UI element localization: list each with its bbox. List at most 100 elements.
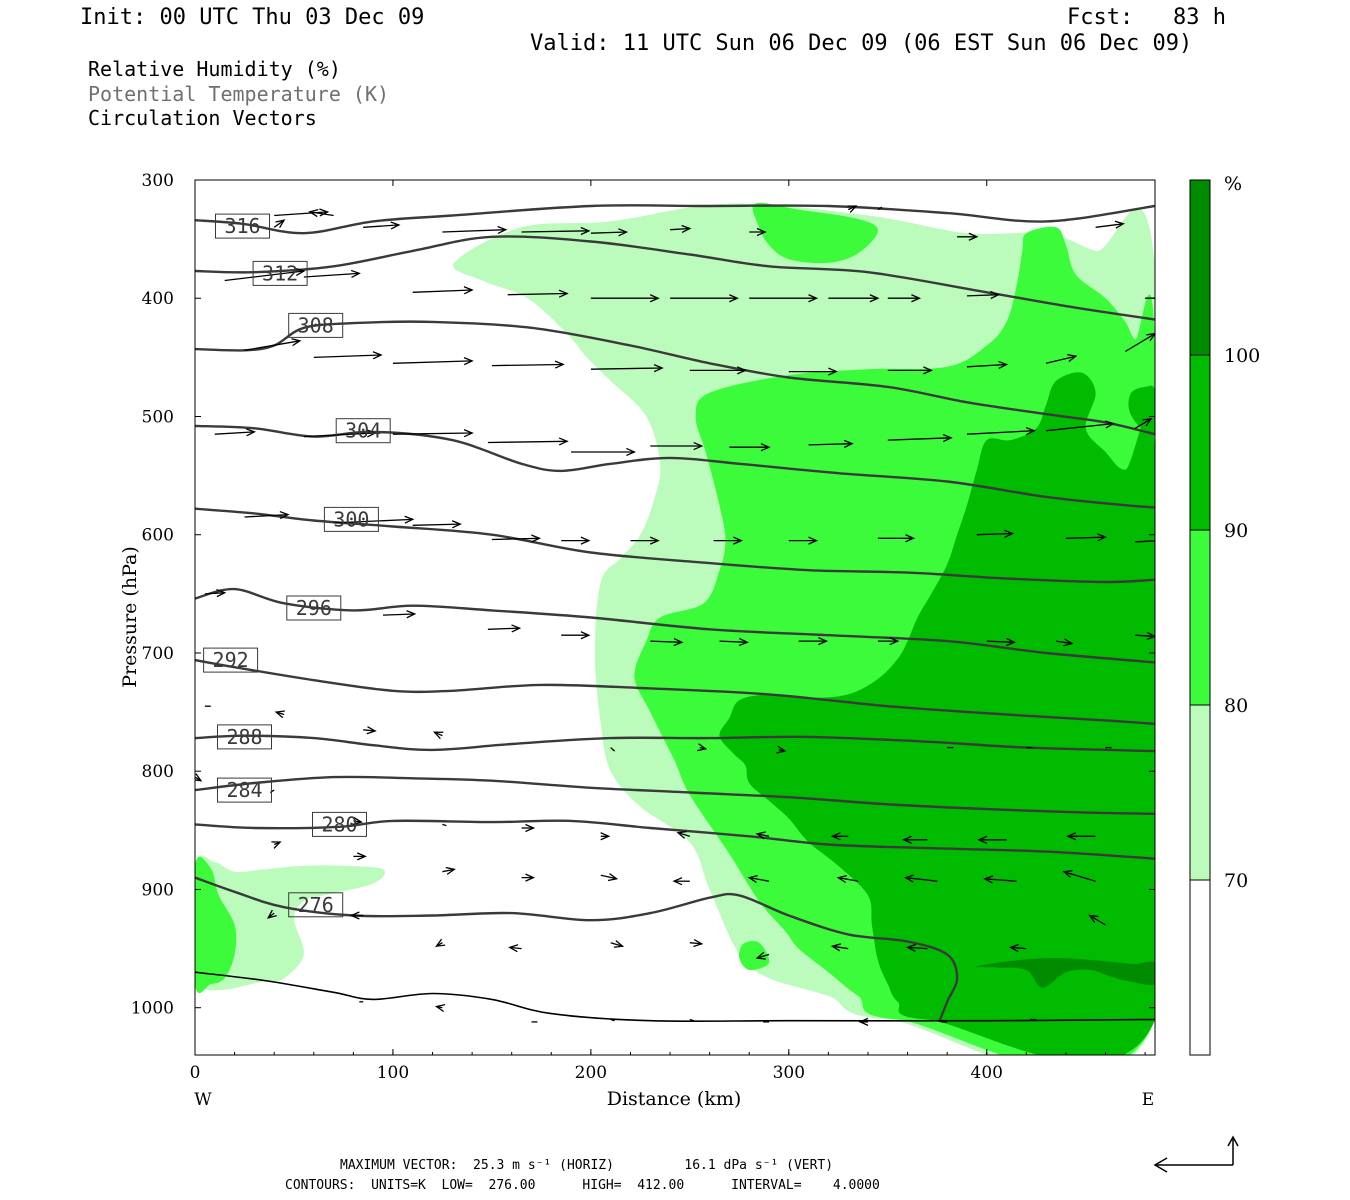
vector-head (653, 364, 664, 373)
vector-head (681, 224, 692, 234)
vector-head (990, 290, 1001, 300)
circulation-vector (887, 294, 922, 303)
circulation-vector (887, 433, 953, 443)
circulation-vectors (195, 205, 1155, 1026)
circulation-vector (670, 294, 739, 303)
vector-shaft (274, 211, 328, 217)
circulation-vector (650, 441, 704, 451)
vector-shaft (214, 431, 255, 435)
vector-shaft (600, 874, 617, 880)
theta-label-box (323, 506, 379, 532)
circulation-vector (303, 269, 361, 278)
vector-head (618, 228, 629, 237)
vector-head (1067, 353, 1078, 362)
y-tick-label: 900 (142, 880, 174, 900)
theta-label-box (215, 213, 270, 239)
vector-shaft (808, 443, 853, 446)
vector-head (434, 1004, 446, 1013)
vector-head (905, 534, 916, 543)
circulation-vector (798, 637, 829, 646)
ground-surface (195, 971, 1155, 1023)
circulation-vector (630, 536, 660, 545)
vector-shaft (442, 868, 455, 873)
circulation-vector (274, 710, 285, 719)
rh-region-80 (752, 202, 878, 264)
vector-head (511, 624, 522, 633)
vector-head (1006, 637, 1017, 647)
vector-head (1088, 914, 1099, 923)
circulation-vector (352, 816, 363, 825)
vector-shaft (487, 440, 568, 444)
circulation-vector (412, 520, 462, 529)
circulation-vector (442, 866, 456, 875)
vector-head (607, 873, 619, 882)
circulation-vector (808, 439, 854, 448)
vector-shaft (905, 876, 938, 882)
vector-head (737, 366, 747, 375)
vector-head (843, 439, 854, 448)
circulation-vector (689, 366, 747, 375)
vector-head (279, 510, 290, 520)
vector-shaft (412, 523, 461, 526)
circulation-vector (224, 267, 306, 282)
circulation-vector (957, 232, 979, 241)
circulation-vector (1045, 353, 1078, 364)
vector-shaft (670, 227, 690, 231)
theta-label-300: 300 (333, 507, 369, 531)
vector-shaft (610, 942, 623, 947)
vector-head (508, 944, 519, 953)
x-tick-label: 400 (971, 1063, 1003, 1083)
circulation-vector (487, 624, 522, 633)
circulation-vector (1088, 914, 1106, 926)
y-tick-label: 800 (142, 762, 174, 782)
vector-head (356, 852, 367, 861)
circulation-vector (214, 428, 257, 437)
vector-head (319, 208, 330, 217)
circulation-vector (966, 426, 1036, 436)
circulation-vector (303, 429, 377, 438)
vector-head (1146, 631, 1155, 641)
vector-shaft (363, 224, 399, 228)
colorbar-segment (1189, 179, 1211, 356)
circulation-vector (244, 338, 302, 351)
vector-shaft (677, 832, 690, 837)
vector-head (1008, 943, 1019, 953)
vector-head (673, 637, 684, 647)
circulation-vector (650, 637, 684, 647)
circulation-vector (363, 221, 401, 230)
circulation-vector (508, 944, 522, 953)
circulation-vector (1134, 418, 1153, 429)
vector-head (889, 637, 900, 646)
colorbar-level-label: 100 (1224, 345, 1260, 367)
vector-head (858, 1017, 869, 1026)
vector-shaft (1065, 536, 1106, 539)
vector-head (836, 874, 847, 884)
vector-head (869, 294, 880, 303)
y-tick-label: 500 (142, 407, 174, 427)
vector-head (274, 710, 285, 719)
circulation-vector (830, 943, 849, 952)
vector-head (901, 835, 912, 844)
y-tick-label: 600 (142, 526, 174, 546)
vector-head (291, 338, 302, 347)
theta-label-box (217, 724, 272, 750)
vector-shaft (269, 789, 275, 794)
init-time: Init: 00 UTC Thu 03 Dec 09 (80, 5, 425, 30)
circulation-vector (392, 429, 474, 438)
circulation-vector (830, 832, 849, 841)
vector-head (830, 832, 841, 841)
vector-head (747, 874, 758, 884)
circulation-vector (269, 789, 275, 794)
circulation-vector (1095, 220, 1125, 229)
vector-head (903, 874, 915, 883)
vector-shaft (491, 537, 540, 541)
vector-head (1114, 220, 1125, 229)
rh-region-80 (739, 940, 770, 971)
circulation-vector (776, 745, 787, 754)
theta-label-296: 296 (296, 596, 332, 620)
vector-head (308, 209, 319, 218)
circulation-vector (828, 294, 880, 303)
theta-label-308: 308 (298, 313, 334, 337)
vector-head (580, 536, 591, 545)
